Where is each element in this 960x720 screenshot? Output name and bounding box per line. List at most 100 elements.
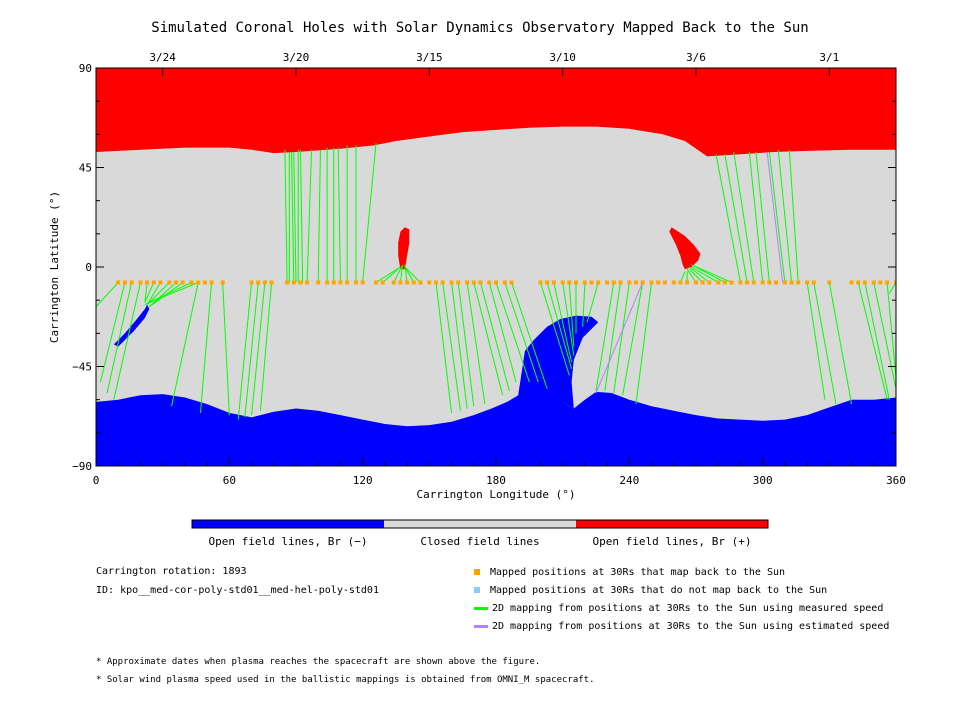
mapped-position-6 <box>151 280 156 285</box>
colorbar-positive-swatch <box>576 520 768 528</box>
measured-speed-line-51 <box>511 282 548 389</box>
colorbar-negative-swatch <box>192 520 384 528</box>
measured-speed-line-6 <box>144 282 155 303</box>
measured-speed-line-78 <box>768 151 786 283</box>
mapped-position-71 <box>694 280 698 285</box>
measured-speed-line-76 <box>748 151 764 283</box>
date-label-1: 3/24 <box>149 51 176 64</box>
measured-speed-line-54 <box>553 282 573 363</box>
mapped-position-19 <box>269 280 274 285</box>
orange-square-icon <box>474 569 480 575</box>
lightblue-square-icon <box>474 587 480 593</box>
colorbar-label-negative: Open field lines, Br (−) <box>208 535 368 548</box>
measured-speed-line-25 <box>299 149 304 283</box>
mapped-position-34 <box>398 280 403 285</box>
measured-speed-line-12 <box>144 282 199 306</box>
mapped-position-5 <box>145 280 150 285</box>
mapped-position-44 <box>471 280 476 285</box>
mapped-position-30 <box>360 280 365 285</box>
mapped-position-24 <box>316 280 321 285</box>
measured-speed-line-37 <box>399 264 404 283</box>
mapped-position-18 <box>262 280 267 285</box>
mapped-position-40 <box>440 280 445 285</box>
mapped-position-23 <box>305 280 310 285</box>
mapped-position-76 <box>729 280 734 285</box>
measured-speed-line-60 <box>595 282 615 391</box>
mapped-position-41 <box>449 280 454 285</box>
mapped-position-15 <box>220 280 225 285</box>
measured-speed-line-4 <box>113 282 141 400</box>
measured-speed-line-42 <box>442 282 461 411</box>
measured-speed-line-64 <box>635 282 653 405</box>
x-tick-label-0: 0 <box>93 474 100 487</box>
mapped-position-47 <box>494 280 498 285</box>
mapped-position-28 <box>345 280 350 285</box>
mapped-position-90 <box>856 280 861 285</box>
x-tick-label-240: 240 <box>619 474 639 487</box>
chart-title: Simulated Coronal Holes with Solar Dynam… <box>151 20 809 36</box>
measured-speed-line-7 <box>146 282 161 305</box>
mapped-position-79 <box>751 280 756 285</box>
mapped-position-81 <box>767 280 772 285</box>
mapped-position-21 <box>291 280 296 285</box>
mapped-position-89 <box>849 280 854 285</box>
measured-speed-line-81 <box>806 282 826 400</box>
mapped-position-73 <box>707 280 712 285</box>
measured-speed-line-17 <box>244 282 259 418</box>
x-tick-label-120: 120 <box>353 474 373 487</box>
mapped-position-48 <box>502 280 507 285</box>
mapped-position-80 <box>760 280 765 285</box>
mapped-position-78 <box>745 280 750 285</box>
measured-speed-line-1 <box>96 282 119 308</box>
mapped-position-51 <box>545 280 550 285</box>
measured-speed-line-46 <box>473 282 504 396</box>
measured-speed-line-59 <box>586 282 599 323</box>
mapped-position-42 <box>456 280 461 285</box>
measured-speed-line-69 <box>689 266 710 283</box>
mapped-position-31 <box>374 280 378 285</box>
measured-speed-line-73 <box>715 154 741 283</box>
mapped-position-46 <box>487 280 492 285</box>
measured-speed-line-14 <box>199 282 213 413</box>
mapped-position-68 <box>671 280 676 285</box>
mapped-position-39 <box>434 280 438 285</box>
mapped-position-8 <box>167 280 172 285</box>
mapped-position-86 <box>805 280 810 285</box>
mapped-position-9 <box>174 280 178 285</box>
mapped-position-61 <box>618 280 623 285</box>
x-axis-label: Carrington Longitude (°) <box>417 488 576 501</box>
measured-speed-line-43 <box>451 282 468 409</box>
mapped-position-91 <box>862 280 867 285</box>
measured-speed-line-55 <box>562 282 575 356</box>
mapped-position-93 <box>878 280 883 285</box>
mapped-position-75 <box>722 280 727 285</box>
measured-speed-line-83 <box>828 282 853 405</box>
footnote-speed: * Solar wind plasma speed used in the ba… <box>96 675 595 685</box>
colorbar-closed-swatch <box>384 520 576 528</box>
mapped-position-84 <box>789 280 794 285</box>
measured-speed-line-45 <box>466 282 486 405</box>
mapped-position-59 <box>605 280 610 285</box>
mapped-position-27 <box>338 280 343 285</box>
measured-speed-line-67 <box>686 268 697 283</box>
mapped-position-60 <box>611 280 616 285</box>
measured-speed-line-2 <box>99 282 126 383</box>
mapped-position-56 <box>582 280 587 285</box>
open-region-2 <box>669 227 701 270</box>
south-coronal-hole-extension <box>518 315 599 409</box>
mapped-position-74 <box>716 280 721 285</box>
mapped-position-11 <box>189 280 194 285</box>
mapped-position-20 <box>285 280 290 285</box>
measured-speed-line-15 <box>222 282 230 416</box>
green-line-icon <box>474 606 488 610</box>
mapped-position-82 <box>774 280 778 285</box>
x-tick-label-300: 300 <box>753 474 773 487</box>
mapped-position-3 <box>129 280 134 285</box>
mapped-position-13 <box>202 280 207 285</box>
legend-item-mapped: Mapped positions at 30Rs that map back t… <box>474 567 785 578</box>
measured-speed-line-75 <box>733 151 755 283</box>
mapped-position-35 <box>405 280 410 285</box>
mapped-position-64 <box>640 280 645 285</box>
measured-speed-line-22 <box>291 152 295 283</box>
date-label-3: 3/15 <box>416 51 443 64</box>
